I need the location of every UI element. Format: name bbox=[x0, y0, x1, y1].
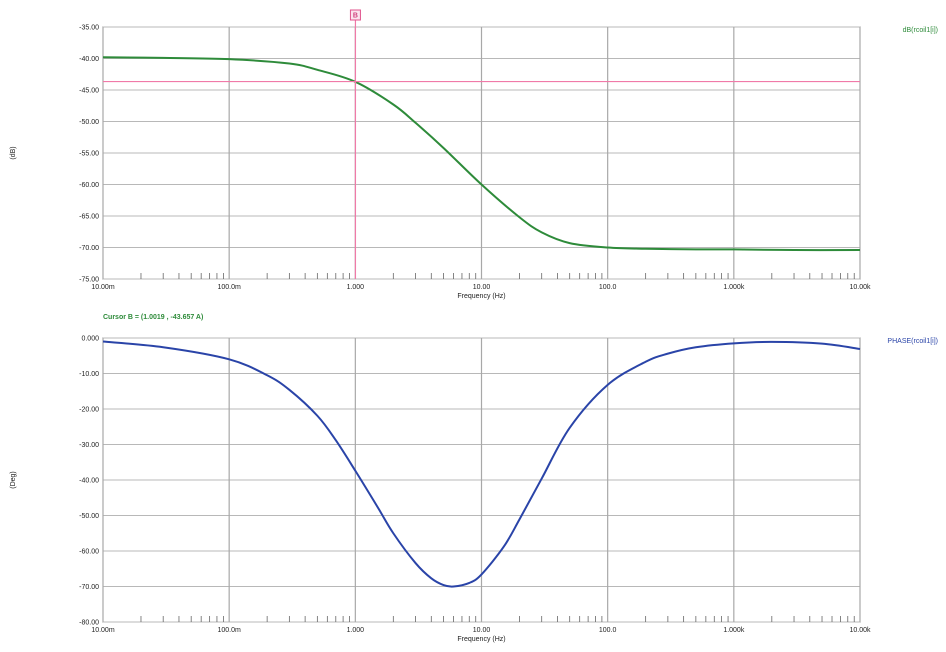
cursor-marker-label: B bbox=[353, 13, 358, 20]
cursor-marker[interactable] bbox=[349, 9, 361, 21]
y-tick-label: -10.00 bbox=[79, 371, 99, 378]
cursor-readout: Cursor B = (1.0019 , -43.657 A) bbox=[103, 314, 203, 321]
phase-trace-label[interactable]: PHASE(rcoil1[i]) bbox=[887, 338, 938, 345]
phase-x-axis-label: Frequency (Hz) bbox=[457, 636, 505, 643]
y-tick-label: -50.00 bbox=[79, 119, 99, 126]
phase-y-axis-label: (Deg) bbox=[10, 471, 17, 489]
magnitude-trace-label[interactable]: dB(rcoil1[i]) bbox=[903, 27, 938, 34]
magnitude-minor-ticks bbox=[140, 273, 855, 279]
y-tick-label: -20.00 bbox=[79, 407, 99, 414]
y-tick-label: -80.00 bbox=[79, 620, 99, 627]
y-tick-label: -65.00 bbox=[79, 214, 99, 221]
y-tick-label: -75.00 bbox=[79, 277, 99, 284]
phase-y-tick-labels: 0.000 -10.00 -20.00 -30.00 -40.00 -50.00 -60.0… bbox=[79, 336, 99, 627]
x-tick-label: 10.00 bbox=[473, 627, 491, 634]
x-tick-label: 1.000 bbox=[347, 627, 365, 634]
magnitude-series bbox=[102, 56, 861, 252]
x-tick-label: 10.00 bbox=[473, 284, 491, 291]
phase-x-tick-labels: 10.00m 100.0m 1.000 10.00 100.0 1.000k 10.00k bbox=[91, 627, 871, 634]
y-tick-label: -60.00 bbox=[79, 182, 99, 189]
magnitude-chart: -35.00 -40.00 -45.00 -50.00 -55.00 -60.00 -65.… bbox=[10, 9, 938, 300]
y-tick-label: -35.00 bbox=[79, 25, 99, 32]
x-tick-label: 1.000k bbox=[723, 627, 745, 634]
y-tick-label: -50.00 bbox=[79, 513, 99, 520]
y-tick-label: -30.00 bbox=[79, 442, 99, 449]
x-tick-label: 100.0m bbox=[217, 627, 241, 634]
y-tick-label: -70.00 bbox=[79, 584, 99, 591]
magnitude-x-axis-label: Frequency (Hz) bbox=[457, 293, 505, 300]
magnitude-x-tick-labels: 10.00m 100.0m 1.000 10.00 100.0 1.000k 10.00k bbox=[91, 284, 871, 291]
x-tick-label: 10.00m bbox=[91, 627, 115, 634]
x-tick-label: 1.000 bbox=[347, 284, 365, 291]
series-line bbox=[102, 340, 861, 588]
cursor-b[interactable]: B bbox=[103, 9, 860, 279]
phase-series bbox=[102, 340, 861, 588]
y-tick-label: -45.00 bbox=[79, 88, 99, 95]
phase-chart: 0.000 -10.00 -20.00 -30.00 -40.00 -50.00 -60.0… bbox=[10, 314, 938, 643]
phase-minor-ticks bbox=[140, 616, 855, 622]
magnitude-y-axis-label: (dB) bbox=[10, 146, 17, 159]
x-tick-label: 10.00m bbox=[91, 284, 115, 291]
y-tick-label: -70.00 bbox=[79, 245, 99, 252]
x-tick-label: 100.0m bbox=[217, 284, 241, 291]
x-tick-label: 10.00k bbox=[849, 627, 871, 634]
y-tick-label: -40.00 bbox=[79, 56, 99, 63]
x-tick-label: 100.0 bbox=[599, 284, 617, 291]
x-tick-label: 100.0 bbox=[599, 627, 617, 634]
x-tick-label: 10.00k bbox=[849, 284, 871, 291]
y-tick-label: -40.00 bbox=[79, 478, 99, 485]
magnitude-y-tick-labels: -35.00 -40.00 -45.00 -50.00 -55.00 -60.00 -65.… bbox=[79, 25, 99, 284]
y-tick-label: -60.00 bbox=[79, 549, 99, 556]
x-tick-label: 1.000k bbox=[723, 284, 745, 291]
series-line bbox=[102, 56, 861, 252]
y-tick-label: -55.00 bbox=[79, 151, 99, 158]
y-tick-label: 0.000 bbox=[81, 336, 99, 343]
phase-gridlines bbox=[102, 337, 861, 623]
